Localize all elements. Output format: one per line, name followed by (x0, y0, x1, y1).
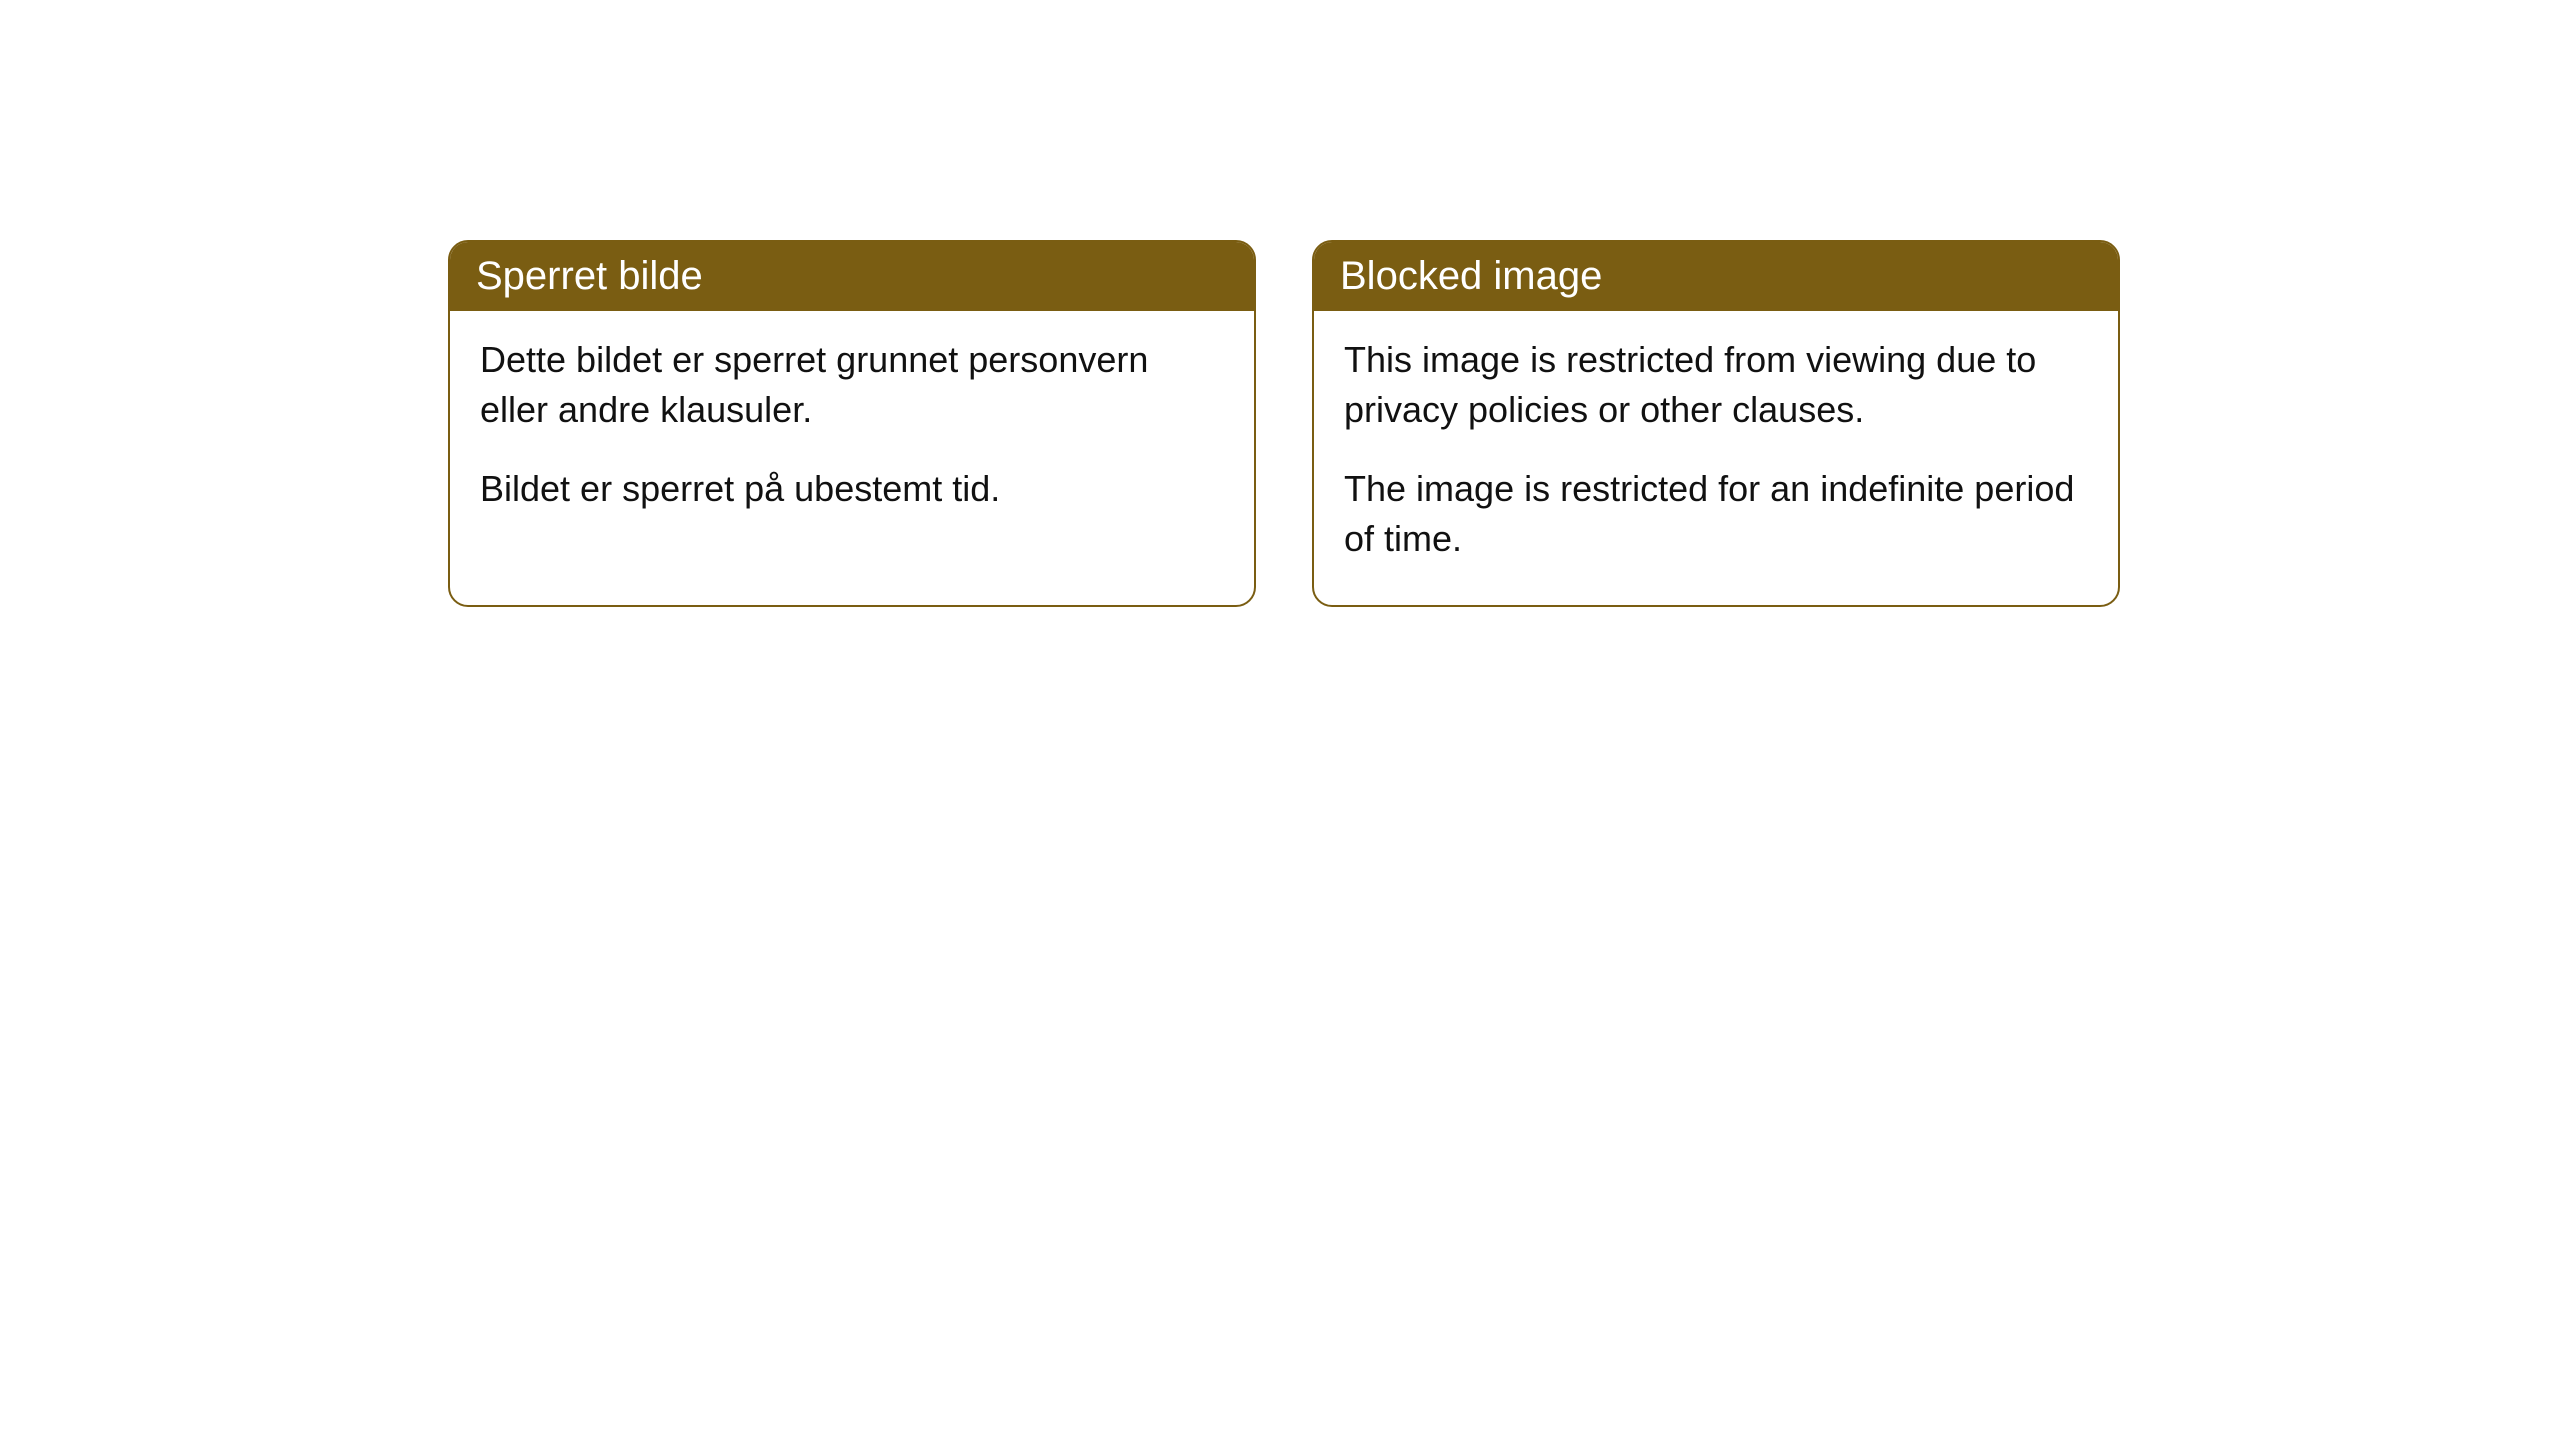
card-paragraph: This image is restricted from viewing du… (1344, 335, 2088, 436)
card-paragraph: The image is restricted for an indefinit… (1344, 464, 2088, 565)
card-body-english: This image is restricted from viewing du… (1314, 311, 2118, 605)
card-header-norwegian: Sperret bilde (450, 242, 1254, 311)
card-paragraph: Dette bildet er sperret grunnet personve… (480, 335, 1224, 436)
card-norwegian: Sperret bilde Dette bildet er sperret gr… (448, 240, 1256, 607)
card-body-norwegian: Dette bildet er sperret grunnet personve… (450, 311, 1254, 554)
cards-container: Sperret bilde Dette bildet er sperret gr… (448, 240, 2120, 607)
card-header-english: Blocked image (1314, 242, 2118, 311)
card-paragraph: Bildet er sperret på ubestemt tid. (480, 464, 1224, 514)
card-english: Blocked image This image is restricted f… (1312, 240, 2120, 607)
